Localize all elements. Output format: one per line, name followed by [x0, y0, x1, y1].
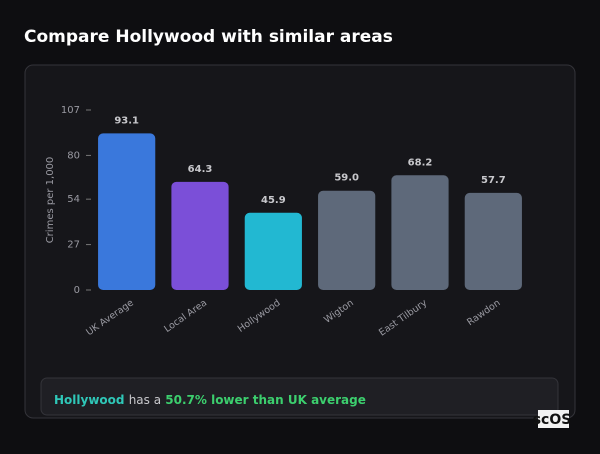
bar	[171, 181, 229, 290]
summary-area: Hollywood	[54, 393, 125, 407]
bar	[318, 190, 376, 290]
value-label: 59.0	[334, 173, 359, 184]
bar	[244, 212, 302, 290]
value-label: 57.7	[481, 175, 506, 186]
y-tick-label: 27	[67, 240, 80, 251]
summary-box	[40, 377, 559, 416]
value-label: 45.9	[261, 195, 286, 206]
summary-text: has a	[129, 393, 161, 407]
page-title: Compare Hollywood with similar areas	[24, 27, 393, 47]
bar	[464, 192, 522, 290]
bar	[391, 175, 449, 290]
y-tick-label: 80	[67, 150, 80, 161]
value-label: 93.1	[114, 115, 139, 126]
summary: Hollywood has a 50.7% lower than UK aver…	[54, 393, 366, 407]
logo: scOS	[533, 412, 572, 428]
y-tick-label: 0	[74, 285, 80, 296]
summary-comparison: 50.7% lower than UK average	[165, 393, 366, 407]
value-label: 64.3	[188, 164, 213, 175]
y-tick-label: 107	[61, 105, 80, 116]
value-label: 68.2	[408, 157, 433, 168]
logo-box	[538, 410, 569, 428]
y-tick-label: 54	[67, 194, 80, 205]
y-axis-label: Crimes per 1,000	[45, 157, 56, 244]
bar	[98, 133, 156, 290]
